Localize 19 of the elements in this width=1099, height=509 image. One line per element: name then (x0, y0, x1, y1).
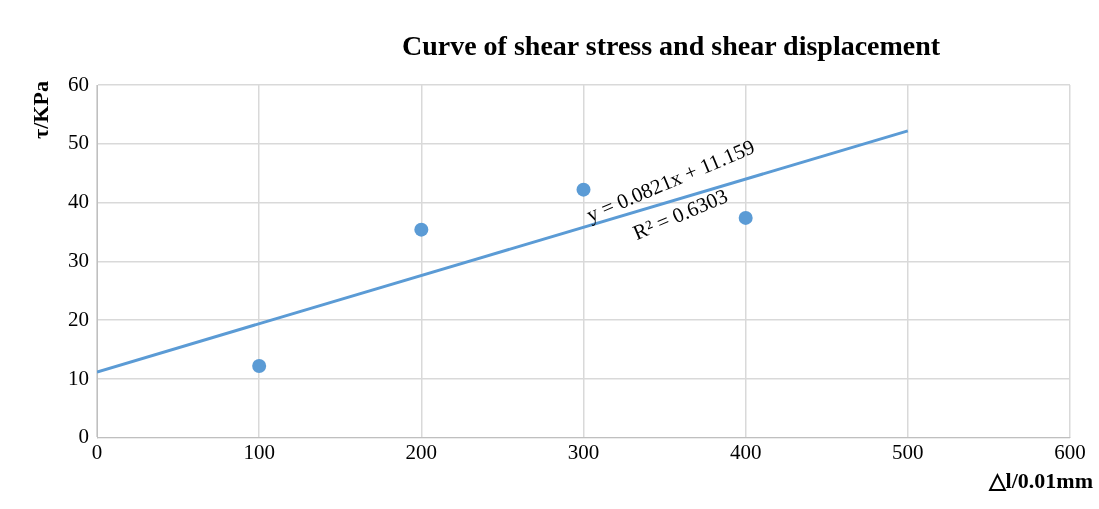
x-axis-title: △l/0.01mm (987, 467, 1094, 493)
x-tick-label: 200 (405, 439, 438, 464)
y-tick-label: 50 (68, 130, 89, 155)
x-tick-label: 500 (892, 439, 924, 464)
y-tick-label: 30 (68, 247, 89, 272)
x-tick-label: 100 (243, 439, 275, 464)
y-tick-label: 20 (68, 306, 89, 331)
y-tick-label: 10 (68, 365, 89, 390)
point (576, 182, 591, 197)
point (738, 210, 753, 225)
point (252, 359, 267, 374)
x-tick-label: 600 (1054, 439, 1086, 464)
chart-title: Curve of shear stress and shear displacement (401, 30, 941, 62)
x-tick-label: 300 (567, 439, 600, 464)
x-tick-label: 400 (729, 439, 762, 464)
point (414, 222, 429, 237)
y-tick-label: 60 (68, 71, 89, 96)
y-axis-title: τ/KPa (27, 81, 53, 139)
y-tick-label: 40 (68, 189, 89, 214)
